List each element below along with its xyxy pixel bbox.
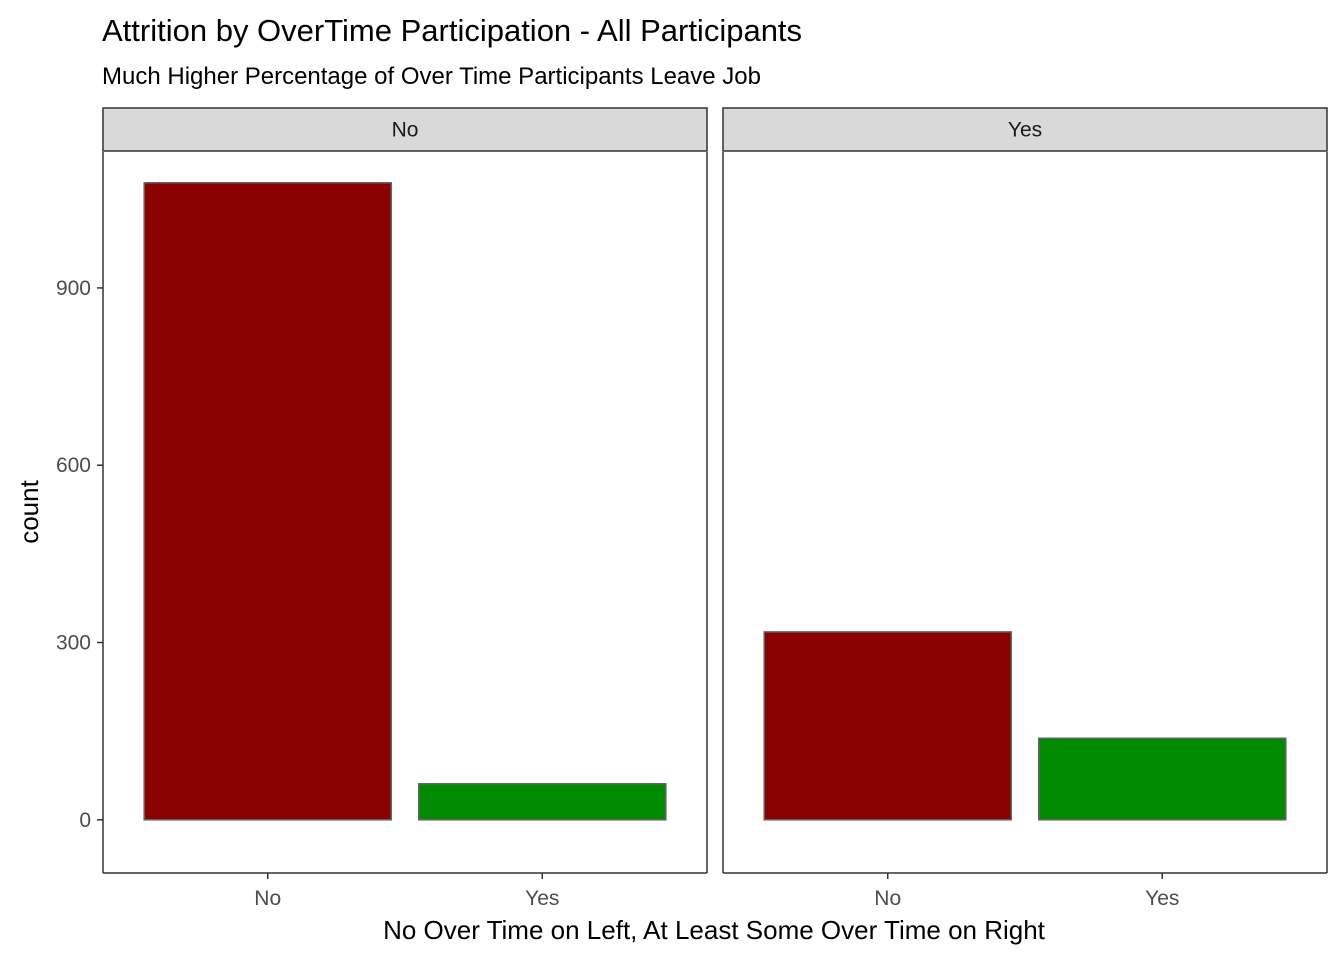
y-tick-label: 0 [79, 809, 91, 832]
y-tick-label: 900 [56, 277, 91, 300]
facet-strip [722, 107, 1328, 152]
facet-strip [102, 107, 708, 152]
x-tick-label: Yes [525, 887, 559, 910]
facet-strip-label: No [392, 119, 419, 142]
bar-no-no [143, 181, 393, 821]
x-tick-label: Yes [1145, 887, 1179, 910]
x-tick-label: No [254, 887, 281, 910]
y-axis: 0 300 600 900 [56, 277, 103, 832]
bar-no-yes [417, 783, 667, 821]
bar-yes-no [763, 631, 1013, 821]
facet-panel-no: No No Yes [102, 107, 708, 910]
chart-title: Attrition by OverTime Participation - Al… [102, 13, 802, 48]
chart-subtitle: Much Higher Percentage of Over Time Part… [102, 63, 761, 90]
facet-panel-yes: Yes No Yes [722, 107, 1328, 910]
y-axis-title: count [14, 479, 44, 543]
facet-panels: No No Yes Yes No Yes [102, 107, 1328, 910]
bar-yes-yes [1037, 737, 1287, 821]
y-tick-label: 300 [56, 632, 91, 655]
y-tick-label: 600 [56, 454, 91, 477]
x-tick-label: No [874, 887, 901, 910]
x-axis-title: No Over Time on Left, At Least Some Over… [383, 915, 1046, 945]
facet-strip-label: Yes [1008, 119, 1042, 142]
